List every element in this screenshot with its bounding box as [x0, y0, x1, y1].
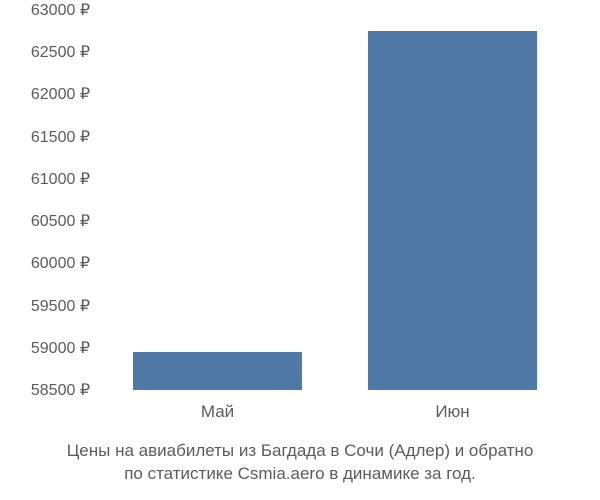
plot-area: 58500 ₽59000 ₽59500 ₽60000 ₽60500 ₽61000…: [100, 10, 570, 390]
bar: [133, 352, 302, 390]
y-tick-label: 58500 ₽: [31, 380, 100, 400]
y-tick-label: 62500 ₽: [31, 42, 100, 62]
chart-caption: Цены на авиабилеты из Багдада в Сочи (Ад…: [0, 440, 600, 486]
y-tick-label: 62000 ₽: [31, 84, 100, 104]
y-tick-label: 61500 ₽: [31, 127, 100, 147]
bar: [368, 31, 537, 390]
y-tick-label: 60500 ₽: [31, 211, 100, 231]
y-tick-label: 59500 ₽: [31, 296, 100, 316]
price-chart: 58500 ₽ 59000 ₽ 59500 ₽ 60000 ₽ 60500 ₽ 61000…: [0, 0, 600, 500]
y-tick-label: 61000 ₽: [31, 169, 100, 189]
x-tick-label: Июн: [435, 390, 469, 422]
y-tick-label: 59000 ₽: [31, 338, 100, 358]
y-tick-label: 60000 ₽: [31, 253, 100, 273]
x-tick-label: Май: [201, 390, 234, 422]
bars-container: [100, 10, 570, 390]
y-tick-label: 63000 ₽: [31, 0, 100, 20]
